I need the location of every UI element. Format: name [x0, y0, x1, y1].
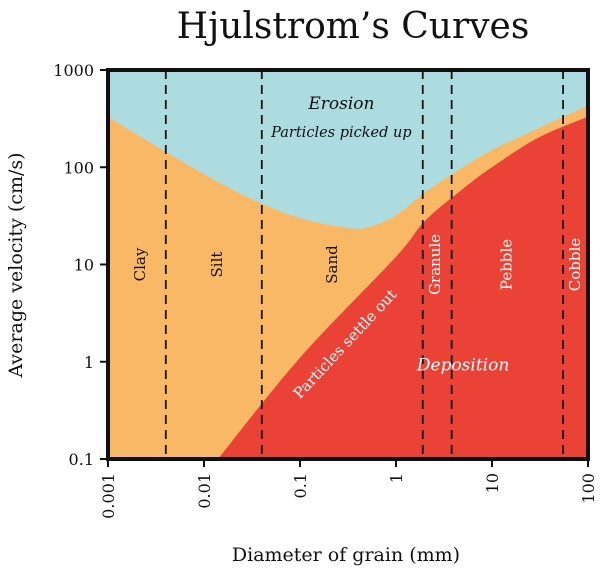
- annotation: Erosion: [307, 94, 374, 114]
- x-tick-label: 0.1: [291, 473, 310, 498]
- annotation: Particles picked up: [270, 125, 411, 141]
- class-label: Sand: [323, 245, 341, 284]
- annotation: Deposition: [416, 356, 509, 376]
- plot-area: Clay Silt Sand Granule Pebble Cobble Erosion Pa…: [53, 61, 598, 519]
- erosion-region: [108, 70, 588, 229]
- class-label: Cobble: [566, 238, 584, 292]
- x-tick-label: 0.001: [99, 473, 118, 519]
- y-tick-label: 1: [84, 353, 94, 372]
- class-label: Granule: [426, 234, 444, 295]
- y-tick-label: 10: [74, 256, 94, 275]
- y-axis-label: Average velocity (cm/s): [5, 152, 27, 378]
- x-axis-label: Diameter of grain (mm): [232, 544, 460, 566]
- class-label: Silt: [208, 252, 226, 278]
- x-tick-label: 0.01: [195, 473, 214, 509]
- y-tick-label: 1000: [53, 61, 94, 80]
- x-tick-label: 1: [387, 473, 406, 483]
- x-tick-label: 10: [483, 473, 502, 493]
- class-label: Clay: [131, 247, 149, 281]
- class-label: Pebble: [497, 239, 515, 290]
- x-tick-label: 100: [579, 473, 598, 504]
- chart-title: Hjulstrom’s Curves: [177, 6, 530, 47]
- deposition-region: [218, 116, 588, 460]
- y-tick-label: 100: [63, 158, 94, 177]
- y-tick-label: 0.1: [69, 450, 94, 469]
